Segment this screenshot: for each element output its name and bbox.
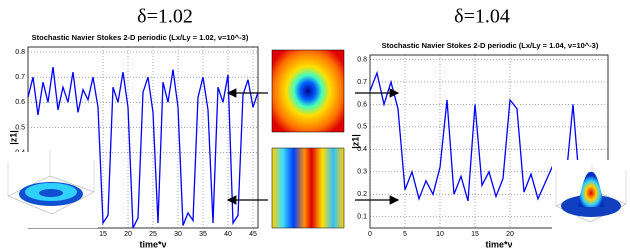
x-tick-label: 25 xyxy=(149,231,157,238)
y-tick-label: 0.6 xyxy=(15,99,25,106)
x-axis-label: time*ν xyxy=(485,239,512,249)
y-tick-label: 0.5 xyxy=(357,124,367,131)
charts: δ=1.02 Stochastic Navier Stokes 2-D perio… xyxy=(8,6,609,249)
data-line xyxy=(27,67,259,229)
chart-title: Stochastic Navier Stokes 2-D periodic (L… xyxy=(382,41,599,50)
surface-inset xyxy=(2,150,98,228)
y-axis-label: |z1| xyxy=(350,134,360,149)
y-tick-label: 0.7 xyxy=(357,79,367,86)
x-tick-label: 10 xyxy=(436,231,444,238)
y-tick-label: 0.7 xyxy=(15,74,25,81)
heading: δ=1.04 xyxy=(454,6,510,28)
y-tick-label: 0.2 xyxy=(357,191,367,198)
y-axis-label: |z1| xyxy=(8,130,18,145)
y-tick-label: 0.5 xyxy=(15,124,25,131)
x-tick-label: 30 xyxy=(174,231,182,238)
heading: δ=1.02 xyxy=(137,6,193,28)
y-tick-label: 0.1 xyxy=(357,214,367,221)
x-tick-label: 5 xyxy=(403,231,407,238)
x-tick-label: 15 xyxy=(99,231,107,238)
vorticity-image xyxy=(271,49,345,133)
x-tick-label: 35 xyxy=(199,231,207,238)
y-tick-label: 0.8 xyxy=(15,49,25,56)
x-tick-label: 20 xyxy=(124,231,132,238)
y-tick-label: 0.6 xyxy=(357,101,367,108)
x-axis-label: time*ν xyxy=(139,239,166,249)
surface-inset xyxy=(552,160,628,230)
data-line xyxy=(369,70,609,202)
x-tick-label: 45 xyxy=(249,231,257,238)
x-tick-label: 15 xyxy=(471,231,479,238)
y-tick-label: 0.4 xyxy=(357,146,367,153)
y-tick-label: 0.3 xyxy=(357,169,367,176)
chart-title: Stochastic Navier Stokes 2-D periodic (L… xyxy=(32,33,249,42)
vorticity-image xyxy=(271,147,345,229)
x-tick-label: 20 xyxy=(506,231,514,238)
x-tick-label: 0 xyxy=(368,231,372,238)
x-tick-label: 40 xyxy=(224,231,232,238)
y-tick-label: 0.8 xyxy=(357,56,367,63)
